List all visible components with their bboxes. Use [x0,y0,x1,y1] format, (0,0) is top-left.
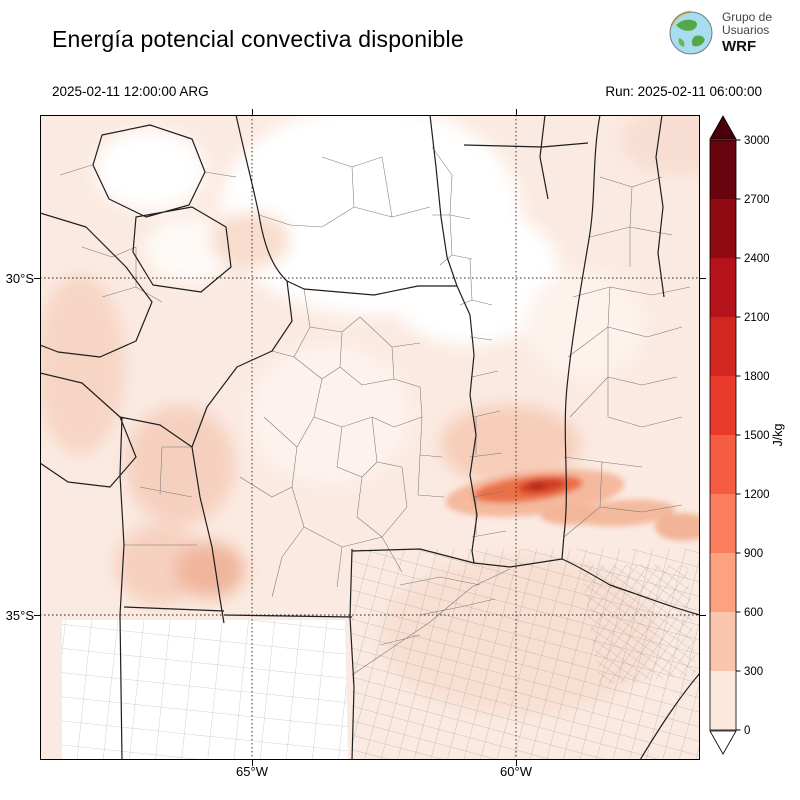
axis-tick [34,615,40,616]
colorbar-tick-label: 2700 [744,194,770,206]
graticule [40,115,700,760]
lon-label-60W: 60°W [500,764,532,779]
colorbar-segment [710,494,736,553]
axis-tick [516,760,517,766]
colorbar-under-arrow [709,730,737,755]
colorbar-tick-label: 600 [744,607,763,619]
logo-line1: Grupo de [721,9,772,24]
axis-tick [700,615,706,616]
colorbar-tick-label: 2400 [744,253,770,265]
run-time-label: Run: 2025-02-11 06:00:00 [605,84,762,99]
axis-tick [252,760,253,766]
colorbar-tick-label: 1800 [744,371,770,383]
lon-label-65W: 65°W [236,764,268,779]
colorbar-tick-label: 2100 [744,312,770,324]
cape-map [40,115,700,760]
colorbar-over-arrow [709,115,737,140]
colorbar-segment [710,199,736,258]
lat-label-35S: 35°S [5,608,34,623]
page-title: Energía potencial convectiva disponible [52,26,464,52]
colorbar-unit-label: J/kg [771,423,785,446]
department-borders [59,146,691,676]
logo-line2: Usuarios [721,23,770,38]
colorbar-tick-label: 1200 [744,489,770,501]
axis-tick [252,109,253,115]
colorbar-segment [710,258,736,317]
colorbar-ticks [736,139,741,731]
lat-label-30S: 30°S [5,271,34,286]
axis-tick [34,278,40,279]
wrf-logo-text: Grupo de Usuarios WRF [721,9,772,56]
colorbar-tick-label: 0 [744,725,750,737]
lots-region [62,620,348,760]
colorbar-tick-label: 900 [744,548,763,560]
colorbar-segment [710,317,736,376]
colorbar-segment [710,553,736,612]
wrf-globe-icon [669,10,713,55]
colorbar-segment [710,140,736,199]
colorbar-segment [710,612,736,671]
colorbar-tick-label: 3000 [744,135,770,147]
map-canvas [40,115,700,760]
colorbar-tick-label: 300 [744,666,763,678]
partidos-region [352,549,700,760]
colorbar-tick-label: 1500 [744,430,770,442]
logo-wrf: WRF [721,38,757,56]
valid-time-label: 2025-02-11 12:00:00 ARG [52,84,209,99]
axis-tick [700,278,706,279]
province-borders [40,115,700,760]
colorbar: 3000 2700 2400 2100 1800 1500 1200 900 6… [709,115,785,755]
cape-maximum-band [445,469,700,541]
colorbar-segment [710,435,736,494]
wrf-logo: Grupo de Usuarios WRF [668,10,772,56]
axis-tick [516,109,517,115]
colorbar-segment [710,671,736,730]
map-frame [40,115,700,760]
colorbar-segment [710,376,736,435]
